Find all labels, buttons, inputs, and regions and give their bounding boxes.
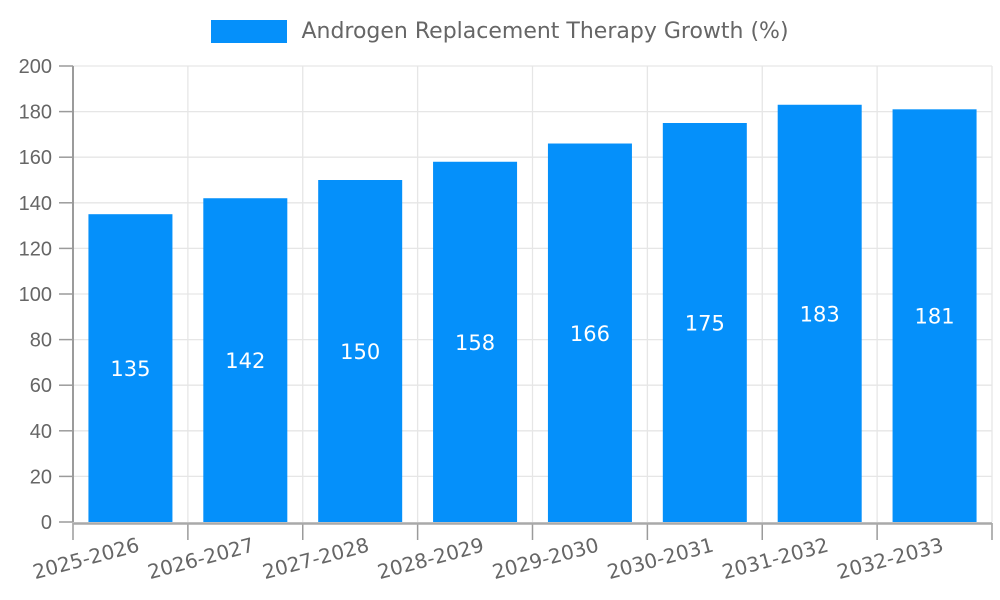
y-axis-tick-label: 180 xyxy=(19,102,52,124)
bar[interactable] xyxy=(318,180,403,522)
bar-value-label: 183 xyxy=(800,302,840,326)
x-axis-category-label: 2029-2030 xyxy=(490,533,602,584)
x-axis-category-label: 2025-2026 xyxy=(30,533,142,584)
y-axis-tick-label: 120 xyxy=(19,238,52,260)
y-axis-tick-label: 160 xyxy=(19,147,52,169)
bar[interactable] xyxy=(203,198,288,523)
x-axis-category-label: 2030-2031 xyxy=(605,533,717,584)
x-axis-category-label: 2031-2032 xyxy=(719,533,831,584)
bar[interactable] xyxy=(547,143,632,522)
y-axis-tick-label: 80 xyxy=(30,330,52,352)
bar-value-label: 175 xyxy=(685,312,725,336)
bar-value-label: 166 xyxy=(570,322,610,346)
x-axis-category-label: 2026-2027 xyxy=(145,533,257,584)
y-axis-tick-label: 140 xyxy=(19,193,52,215)
bar[interactable] xyxy=(88,214,173,522)
y-axis-tick-label: 20 xyxy=(30,466,52,488)
legend-label: Androgen Replacement Therapy Growth (%) xyxy=(301,19,789,44)
y-axis-tick-label: 200 xyxy=(19,56,52,78)
bar[interactable] xyxy=(662,123,747,522)
x-axis-category-label: 2028-2029 xyxy=(375,533,487,584)
y-axis-tick-label: 40 xyxy=(30,421,52,443)
legend[interactable]: Androgen Replacement Therapy Growth (%) xyxy=(0,20,1000,43)
x-axis-category-label: 2027-2028 xyxy=(260,533,372,584)
bar-value-label: 150 xyxy=(340,340,380,364)
y-axis-tick-label: 0 xyxy=(41,512,52,534)
bar-value-label: 158 xyxy=(455,331,495,355)
bar-value-label: 181 xyxy=(915,305,955,329)
bar-value-label: 135 xyxy=(110,357,150,381)
legend-swatch xyxy=(211,20,288,43)
x-axis-category-label: 2032-2033 xyxy=(834,533,946,584)
y-axis-tick-label: 100 xyxy=(19,284,52,306)
bar[interactable] xyxy=(892,109,977,522)
bar[interactable] xyxy=(777,104,862,522)
bar-value-label: 142 xyxy=(225,349,265,373)
bar[interactable] xyxy=(433,161,518,522)
y-axis-tick-label: 60 xyxy=(30,375,52,397)
